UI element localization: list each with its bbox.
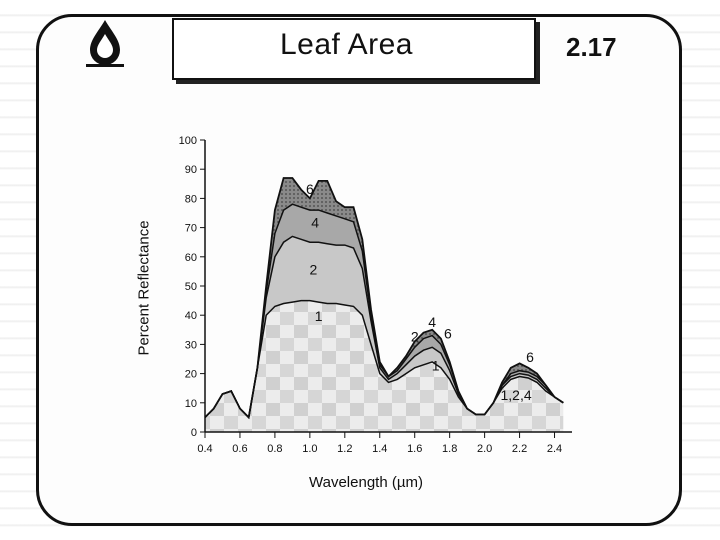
curve-label: 6 [526, 349, 534, 365]
y-tick-label: 80 [185, 193, 197, 205]
curve-label: 4 [428, 314, 436, 330]
x-tick-label: 0.6 [232, 443, 247, 455]
x-axis-title: Wavelength (µm) [309, 474, 423, 491]
title-box [172, 18, 536, 80]
y-tick-label: 0 [191, 427, 197, 439]
chart-axes: 0 10 20 30 40 50 60 70 80 90 100 0.4 0.6 0.8 1.0 1.2 1.4… [179, 135, 572, 455]
x-tick-label: 1.4 [372, 443, 387, 455]
y-tick-label: 60 [185, 252, 197, 264]
page-title: Leaf Area [280, 28, 413, 61]
curve-label: 6 [306, 181, 314, 197]
y-tick-label: 50 [185, 281, 197, 293]
x-tick-label: 0.8 [267, 443, 282, 455]
x-tick-label: 1.6 [407, 443, 422, 455]
y-tick-label: 30 [185, 339, 197, 351]
curve-label: 2 [411, 328, 419, 344]
series-line-1 [204, 299, 564, 419]
reflectance-curves [204, 177, 564, 420]
x-tick-label: 2.0 [477, 443, 492, 455]
x-tick-label: 1.0 [302, 443, 317, 455]
figure-number: 2.17 [566, 32, 617, 62]
curve-label: 2 [309, 261, 317, 277]
curve-label: 1 [315, 308, 323, 324]
y-tick-label: 10 [185, 398, 197, 410]
band-1-2 [205, 236, 564, 418]
curve-label: 1 [432, 358, 440, 374]
y-tick-label: 20 [185, 369, 197, 381]
y-tick-label: 40 [185, 310, 197, 322]
curve-label: 4 [311, 215, 319, 231]
curve-label: 1,2,4 [501, 387, 532, 403]
x-tick-label: 2.4 [547, 443, 562, 455]
area-base [205, 300, 564, 432]
x-tick-label: 1.8 [442, 443, 457, 455]
x-tick-label: 1.2 [337, 443, 352, 455]
y-tick-label: 90 [185, 164, 197, 176]
series-line-6 [204, 177, 564, 420]
y-tick-label: 100 [179, 135, 197, 147]
x-tick-label: 2.2 [512, 443, 527, 455]
y-tick-label: 70 [185, 223, 197, 235]
curve-label: 6 [444, 326, 452, 342]
water-drop-icon [86, 20, 124, 67]
x-tick-label: 0.4 [197, 443, 212, 455]
